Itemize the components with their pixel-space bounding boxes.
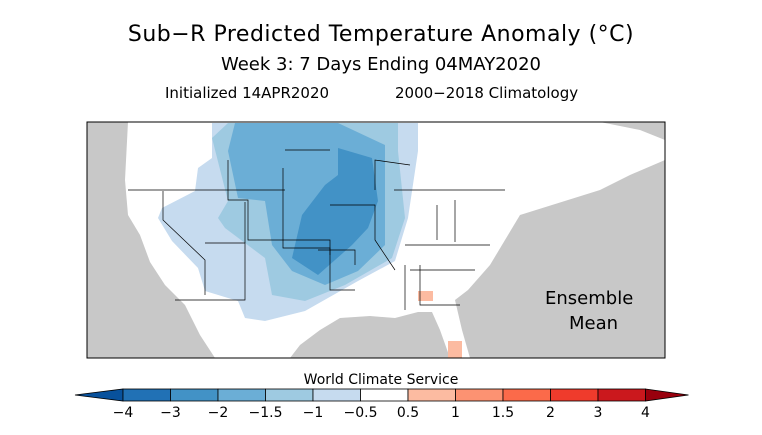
map-title: Sub−R Predicted Temperature Anomaly (°C) bbox=[127, 22, 635, 47]
map-frame bbox=[86, 121, 666, 359]
colorbar bbox=[74, 388, 689, 402]
colorbar-bin bbox=[312, 388, 361, 402]
colorbar-tick-label: −4 bbox=[112, 405, 134, 421]
colorbar-bin bbox=[170, 388, 219, 402]
colorbar-tick-label: −1 bbox=[302, 405, 324, 421]
colorbar-arrow-low bbox=[74, 388, 124, 402]
mean-label: Mean bbox=[569, 313, 619, 334]
colorbar-bin bbox=[217, 388, 266, 402]
anomaly-area-florida-warm bbox=[448, 341, 462, 358]
colorbar-bin bbox=[455, 388, 504, 402]
initialized-date: Initialized 14APR2020 bbox=[165, 84, 330, 102]
state-boundaries bbox=[128, 149, 505, 310]
map-subtitle: Week 3: 7 Days Ending 04MAY2020 bbox=[220, 54, 541, 75]
colorbar-arrow-high bbox=[645, 388, 689, 402]
colorbar-bin bbox=[502, 388, 551, 402]
colorbar-tick-label: 1 bbox=[451, 405, 460, 421]
colorbar-tick-label: −0.5 bbox=[343, 405, 378, 421]
colorbar-tick-label: −3 bbox=[160, 405, 181, 421]
colorbar-bin bbox=[550, 388, 599, 402]
colorbar-bin bbox=[407, 388, 456, 402]
colorbar-tick-label: 1.5 bbox=[491, 405, 515, 421]
colorbar-tick-label: 3 bbox=[593, 405, 603, 421]
colorbar-tick-label: −1.5 bbox=[248, 405, 283, 421]
ensemble-label: Ensemble bbox=[545, 288, 634, 309]
colorbar-bin bbox=[597, 388, 646, 402]
credit-label: World Climate Service bbox=[303, 372, 459, 388]
anomaly-area-georgia-warm bbox=[418, 291, 433, 301]
colorbar-bin bbox=[122, 388, 171, 402]
climatology-period: 2000−2018 Climatology bbox=[395, 84, 579, 102]
colorbar-tick-label: 2 bbox=[546, 405, 555, 421]
anomaly-area-minus-2 bbox=[292, 148, 378, 275]
colorbar-tick-label: 0.5 bbox=[396, 405, 420, 421]
colorbar-bin bbox=[360, 388, 409, 402]
colorbar-tick-label: 4 bbox=[641, 405, 650, 421]
colorbar-bin bbox=[265, 388, 314, 402]
colorbar-tick-label: −2 bbox=[207, 405, 229, 421]
